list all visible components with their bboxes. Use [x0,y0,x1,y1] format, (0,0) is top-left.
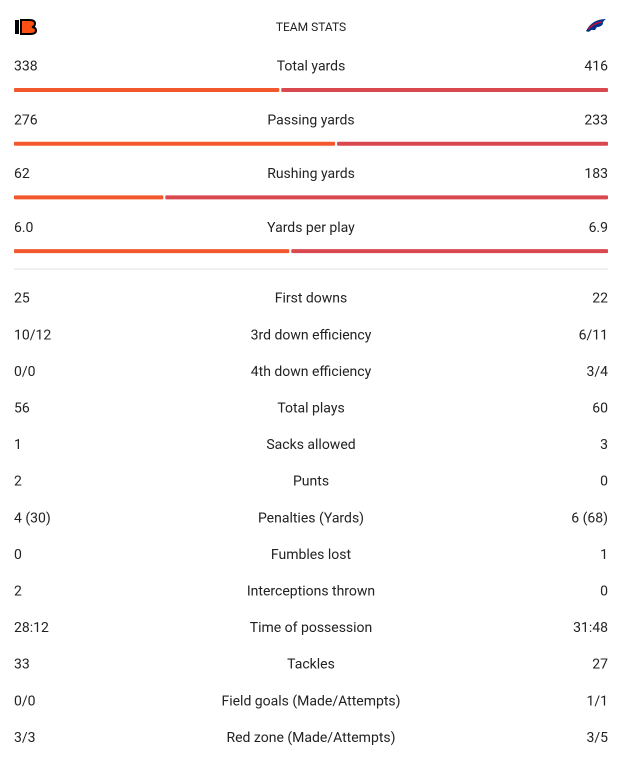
stat-label: Passing yards [267,112,354,128]
away-value: 60 [592,401,608,417]
home-value: 4 (30) [14,510,51,526]
home-bar [14,195,164,200]
stat-label: Punts [293,474,329,490]
stat-label: Yards per play [267,220,355,236]
away-value: 27 [592,657,608,673]
stat-label: Sacks allowed [266,437,355,453]
away-value: 1/1 [586,693,608,709]
away-logo [586,19,606,32]
away-value: 1 [600,547,608,563]
stat-label: Total yards [277,59,346,75]
away-value: 6.9 [589,220,608,236]
home-value: 276 [14,112,38,128]
section-title: TEAM STATS [276,20,346,34]
home-logo [15,19,38,35]
away-bar [165,195,609,200]
away-value: 183 [584,166,608,182]
home-value: 28:12 [14,620,49,636]
home-bar [14,141,336,146]
home-value: 0 [14,547,22,563]
stat-label: Fumbles lost [271,547,352,563]
away-value: 416 [584,59,608,75]
away-bar [291,249,608,254]
home-value: 2 [14,584,22,600]
away-value: 0 [600,474,608,490]
stat-label: Time of possession [250,620,373,636]
stat-label: 4th down efficiency [251,364,372,380]
home-bar [14,88,280,92]
away-value: 233 [584,112,608,128]
stat-label: Tackles [287,657,335,673]
stat-label: 3rd down efficiency [251,327,372,343]
away-value: 3/4 [586,364,608,380]
home-value: 1 [14,437,22,453]
home-value: 338 [14,59,38,75]
home-value: 0/0 [14,693,36,709]
home-value: 25 [14,291,30,307]
home-value: 3/3 [14,730,36,746]
home-bar [14,249,290,254]
away-value: 6/11 [579,327,608,343]
home-value: 10/12 [14,327,51,343]
away-bar [281,88,608,92]
away-value: 3 [600,437,608,453]
stat-label: Total plays [277,401,344,417]
away-value: 0 [600,584,608,600]
home-value: 62 [14,166,30,182]
away-value: 22 [592,291,608,307]
home-value: 6.0 [14,220,34,236]
away-bar [337,141,608,146]
home-value: 33 [14,657,30,673]
stat-label: Red zone (Made/Attempts) [226,730,395,746]
home-value: 56 [14,401,30,417]
stat-label: First downs [275,291,348,307]
away-value: 31:48 [573,620,608,636]
home-value: 0/0 [14,364,36,380]
away-value: 3/5 [586,730,608,746]
stat-label: Field goals (Made/Attempts) [221,693,400,709]
stat-label: Rushing yards [267,166,355,182]
home-value: 2 [14,474,22,490]
stat-label: Interceptions thrown [247,584,375,600]
stat-label: Penalties (Yards) [258,510,364,526]
away-value: 6 (68) [571,510,608,526]
